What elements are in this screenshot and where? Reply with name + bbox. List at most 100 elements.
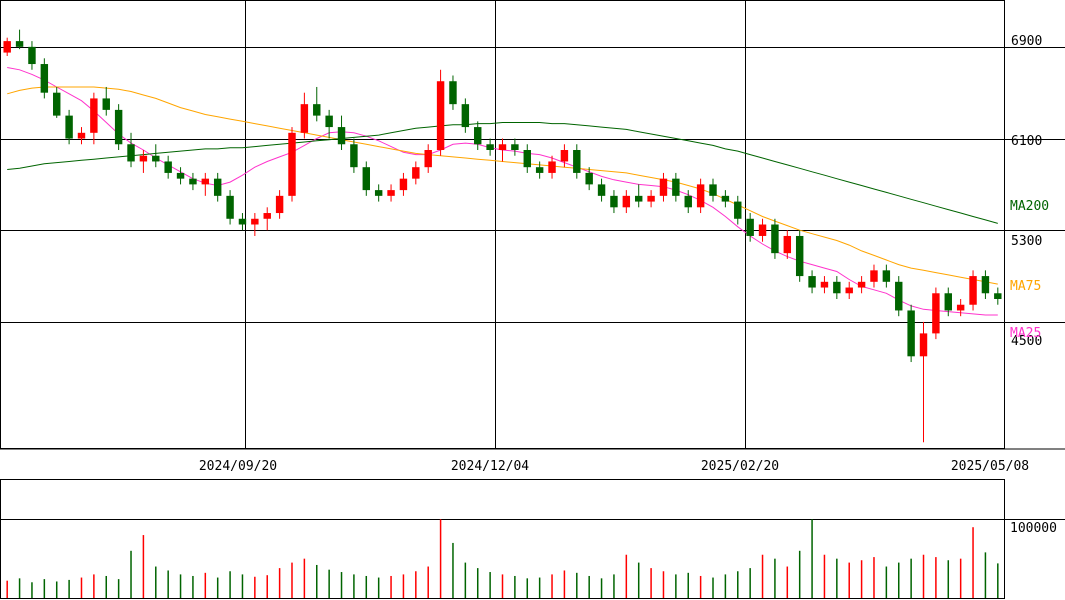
date-tick-label: 2024/09/20 <box>199 459 277 474</box>
volume-bar <box>192 575 194 598</box>
volume-bar <box>836 558 838 598</box>
candle <box>820 276 829 294</box>
candle-body <box>127 144 135 162</box>
candle <box>597 178 606 202</box>
candle <box>709 178 717 202</box>
candle <box>176 167 185 185</box>
candle-body <box>399 178 408 191</box>
candle-body <box>201 178 210 185</box>
volume-bar <box>167 570 169 598</box>
volume-tick-label: 100000 <box>1010 521 1057 536</box>
volume-bar <box>464 562 467 598</box>
volume-bar <box>563 570 566 598</box>
candle-body <box>783 235 792 254</box>
volume-bar <box>650 568 652 598</box>
volume-bar <box>55 581 58 598</box>
volume-bar <box>687 572 689 598</box>
candle-body <box>820 281 829 288</box>
ma25-label: MA25 <box>1010 326 1041 341</box>
price-tick-label: 6100 <box>1011 134 1042 149</box>
volume-bar <box>179 574 182 598</box>
candle <box>585 167 593 191</box>
candle <box>647 190 655 208</box>
volume-bar <box>526 578 529 598</box>
volume-bar <box>18 578 21 598</box>
candle-body <box>275 195 284 214</box>
volume-bar <box>613 574 615 598</box>
candle-body <box>907 310 915 357</box>
candle-body <box>895 281 903 311</box>
candle-body <box>523 150 531 168</box>
candle <box>944 287 952 317</box>
candle <box>461 98 470 133</box>
price-tick-label: 6900 <box>1011 34 1042 49</box>
ma200-line <box>7 122 998 224</box>
volume-bar <box>538 577 541 598</box>
candle-body <box>164 161 172 173</box>
volume-bar <box>823 554 826 598</box>
candle-body <box>288 132 296 196</box>
candle <box>969 270 977 311</box>
candle <box>189 172 197 191</box>
candle-body <box>251 218 259 225</box>
candle <box>783 230 792 259</box>
candle-body <box>833 281 841 294</box>
volume-bar <box>415 571 417 598</box>
volume-bar <box>675 574 677 598</box>
volume-bar <box>105 575 108 598</box>
candle <box>994 287 1002 305</box>
candle-body <box>65 115 73 139</box>
volume-bar <box>860 560 863 598</box>
candle-body <box>412 167 420 179</box>
volume-bar <box>303 558 306 598</box>
candle-body <box>734 201 742 219</box>
candle-body <box>932 293 940 334</box>
volume-bar <box>43 579 46 598</box>
price-tick-labels: 6900 6100 5300 4500 <box>1011 34 1042 349</box>
volume-bar <box>625 554 628 598</box>
volume-bar <box>93 574 95 598</box>
candle <box>610 190 618 214</box>
candle-body <box>424 150 432 168</box>
candle <box>696 178 705 214</box>
candle <box>734 195 742 225</box>
volume-bar <box>439 519 442 598</box>
volume-bar <box>910 558 912 598</box>
volume-bar <box>241 574 244 598</box>
candle-body <box>919 333 928 357</box>
candle-body <box>313 104 321 116</box>
candle <box>152 144 160 168</box>
candle <box>486 138 494 156</box>
volume-bar <box>662 571 665 598</box>
candle <box>907 304 915 363</box>
volume-bar <box>117 579 120 598</box>
candle-body <box>226 195 234 219</box>
volume-bar <box>130 550 132 598</box>
candle-body <box>758 224 767 236</box>
candlesticks <box>3 29 1002 443</box>
candle-body <box>696 184 705 208</box>
candle <box>90 92 98 145</box>
candle <box>275 190 284 219</box>
candle-body <box>548 161 556 173</box>
candle <box>436 69 445 156</box>
candle-body <box>350 144 358 168</box>
volume-bar <box>749 568 751 598</box>
volume-bar <box>774 558 776 598</box>
candle <box>313 86 321 122</box>
candle-body <box>746 218 754 236</box>
candle-body <box>870 270 878 282</box>
candle <box>412 161 420 185</box>
volume-bar <box>712 577 714 598</box>
candle-body <box>189 178 197 185</box>
candle-body <box>152 155 160 162</box>
candle-body <box>213 178 222 196</box>
date-tick-label: 2025/05/08 <box>951 459 1029 474</box>
candle <box>956 299 965 317</box>
candle <box>721 190 730 208</box>
candle-body <box>102 98 110 110</box>
candle <box>659 172 668 202</box>
candle <box>337 115 346 150</box>
ma200-label: MA200 <box>1010 199 1049 214</box>
candle <box>201 172 210 196</box>
